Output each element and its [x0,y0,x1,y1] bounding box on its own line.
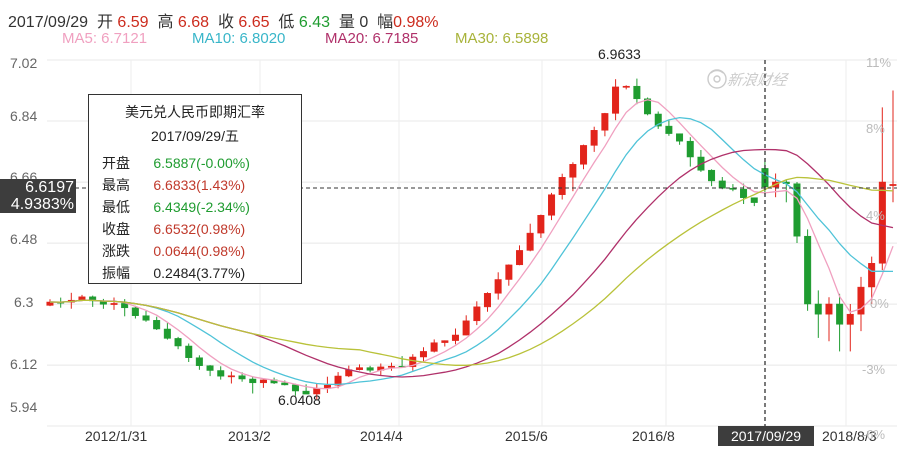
svg-text:新浪财经: 新浪财经 [726,72,790,89]
